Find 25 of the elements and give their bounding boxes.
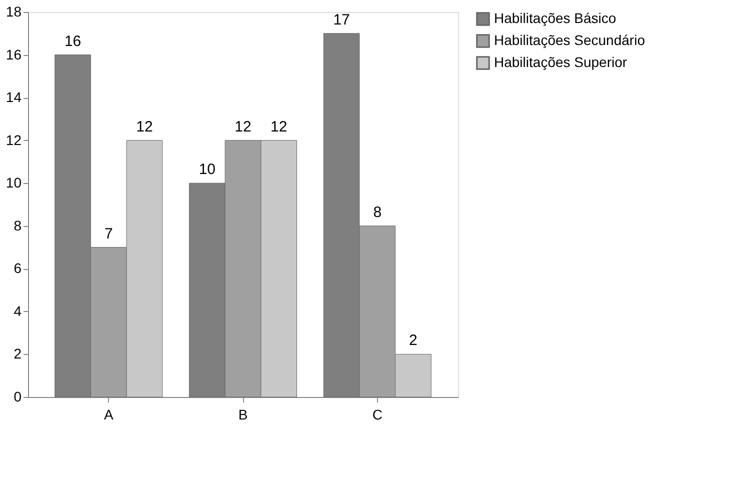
y-tick-label: 2 (14, 346, 22, 362)
x-tick-label: A (104, 406, 114, 422)
data-label: 16 (64, 32, 82, 50)
legend-label: Habilitações Básico (494, 10, 616, 26)
y-tick-label: 14 (6, 89, 22, 106)
data-label: 8 (373, 204, 382, 221)
y-tick-label: 18 (6, 4, 22, 20)
data-label: 12 (270, 118, 288, 136)
data-label: 2 (409, 332, 418, 350)
y-tick-label: 8 (14, 217, 22, 234)
data-label: 12 (234, 118, 252, 136)
data-label: 10 (198, 161, 216, 178)
y-tick-label: 4 (14, 302, 22, 319)
legend-label: Habilitações Secundário (494, 32, 646, 48)
data-label: 17 (333, 11, 350, 28)
y-tick-label: 6 (14, 260, 22, 276)
x-tick-label: B (238, 406, 248, 422)
data-label: 12 (136, 118, 153, 136)
y-tick-label: 10 (6, 174, 22, 191)
y-tick-label: 0 (14, 388, 22, 404)
y-tick-label: 12 (6, 132, 22, 148)
y-tick-label: 16 (6, 46, 22, 62)
x-tick-label: C (372, 406, 382, 422)
data-label: 7 (104, 225, 113, 242)
legend-label: Habilitações Superior (494, 54, 628, 70)
